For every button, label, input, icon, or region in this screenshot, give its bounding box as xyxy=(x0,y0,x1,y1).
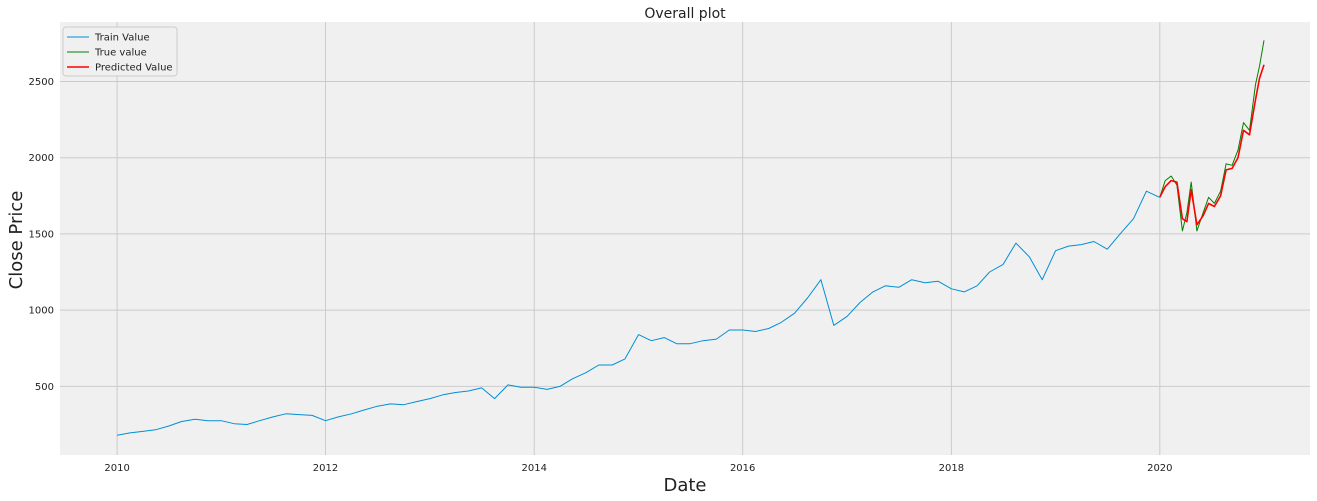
y-tick-label: 1500 xyxy=(29,229,54,240)
x-tick-label: 2016 xyxy=(730,463,755,474)
grid xyxy=(60,22,1310,455)
y-tick-label: 2000 xyxy=(29,153,54,164)
tick-labels: 2010 2012 2014 2016 2018 2020 500 1000 1500 2000 2… xyxy=(29,77,1173,474)
legend-entry-true: True value xyxy=(94,48,147,59)
x-tick-label: 2018 xyxy=(939,463,964,474)
series-layer xyxy=(117,40,1265,436)
x-tick-label: 2014 xyxy=(522,463,547,474)
chart-title: Overall plot xyxy=(644,6,726,22)
y-axis-label: Close Price xyxy=(6,191,27,290)
legend-entry-predicted: Predicted Value xyxy=(95,63,173,74)
legend-box xyxy=(62,26,178,77)
train-value-line xyxy=(117,190,1160,436)
y-tick-label: 1000 xyxy=(29,306,54,317)
x-tick-label: 2010 xyxy=(104,463,129,474)
x-axis-label: Date xyxy=(663,475,706,496)
plot-area xyxy=(60,22,1310,455)
legend: Train Value True value Predicted Value xyxy=(62,26,178,77)
x-tick-label: 2020 xyxy=(1147,463,1172,474)
predicted-value-line xyxy=(1159,64,1265,226)
y-tick-label: 2500 xyxy=(29,77,54,88)
y-tick-label: 500 xyxy=(35,382,54,393)
legend-entry-train: Train Value xyxy=(94,33,150,44)
x-tick-label: 2012 xyxy=(313,463,338,474)
